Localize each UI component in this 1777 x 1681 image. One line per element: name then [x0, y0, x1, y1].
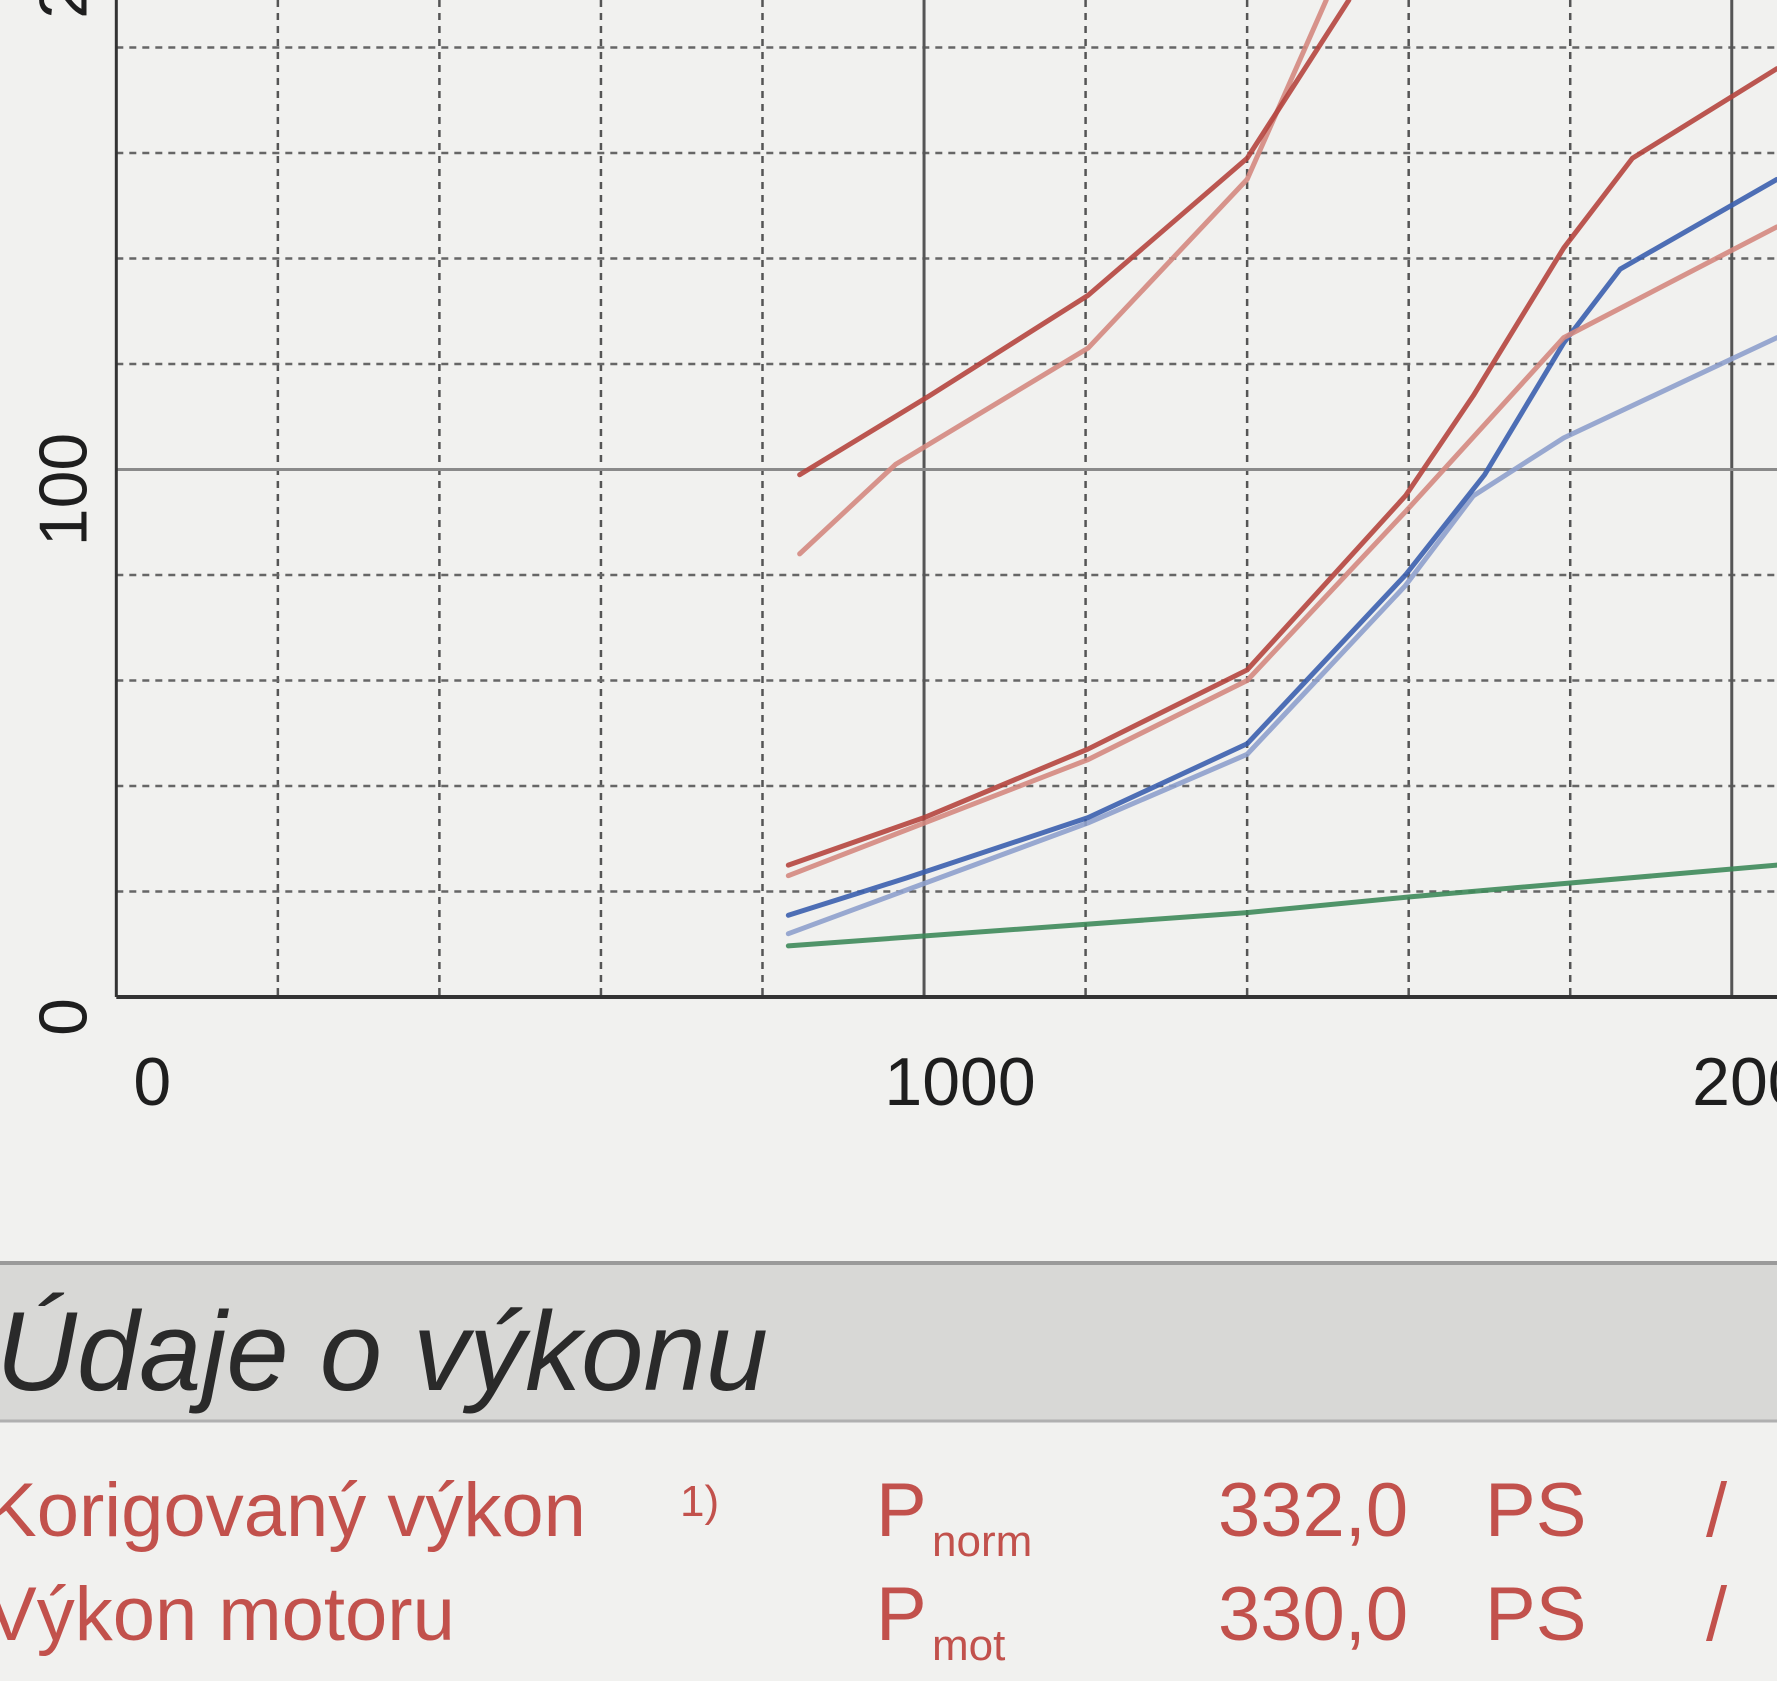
row-subscript: norm	[932, 1517, 1032, 1566]
row-unit: PS	[1485, 1468, 1586, 1553]
series-line	[797, 0, 1352, 478]
row-value: 330,0	[1218, 1572, 1408, 1657]
series-line	[785, 66, 1777, 868]
series-line	[785, 862, 1777, 949]
y-tick-label: 100	[25, 433, 101, 546]
section-band	[0, 1262, 1777, 1422]
row-value: 332,0	[1218, 1468, 1408, 1553]
series-line	[785, 176, 1777, 918]
row-note: 1)	[680, 1477, 719, 1526]
x-tick-label: 0	[133, 1044, 171, 1120]
row-label: Korigovaný výkon	[0, 1468, 586, 1553]
row-separator: /	[1706, 1572, 1728, 1657]
y-tick-label: 0	[25, 998, 101, 1036]
row-subscript: mot	[932, 1621, 1005, 1670]
row-symbol: P	[876, 1572, 927, 1657]
series-line	[785, 224, 1777, 879]
row-separator: /	[1706, 1468, 1728, 1553]
x-tick-label: 1000	[884, 1044, 1035, 1120]
section-title: Údaje o výkonu	[0, 1289, 768, 1414]
series-line	[785, 335, 1777, 937]
row-symbol: P	[876, 1468, 927, 1553]
row-label: Výkon motoru	[0, 1572, 455, 1657]
x-tick-label: 2000	[1692, 1044, 1777, 1120]
plot	[114, 0, 1777, 999]
row-unit: PS	[1485, 1572, 1586, 1657]
y-tick-label: 200	[25, 0, 101, 19]
